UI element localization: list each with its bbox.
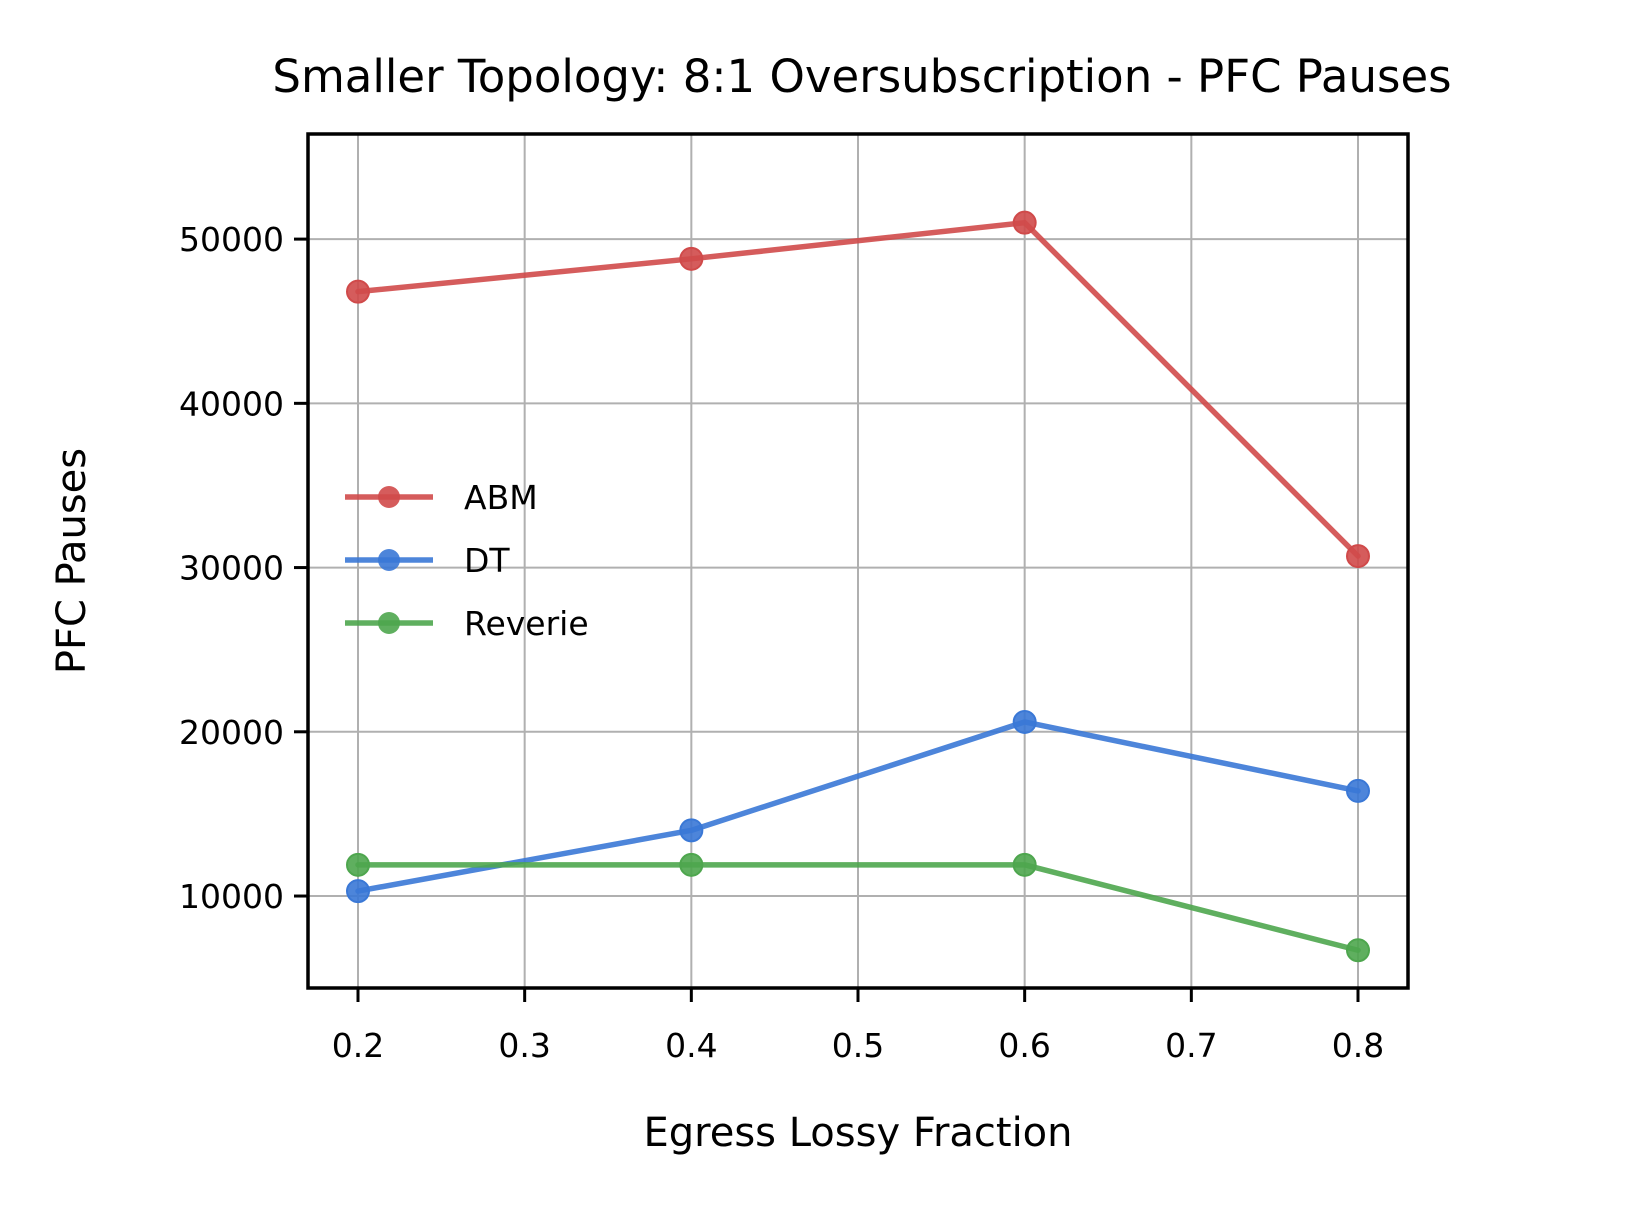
y-tick-label: 40000 <box>179 384 284 423</box>
legend-entry-dt: DT <box>345 541 510 580</box>
legend-label: Reverie <box>464 604 589 643</box>
data-point-reverie <box>346 852 370 877</box>
series-line-reverie <box>355 862 1361 953</box>
y-axis: 10000 20000 30000 40000 50000 <box>179 220 308 916</box>
y-tick-label: 20000 <box>179 713 284 752</box>
x-tick-label: 0.8 <box>1332 1026 1384 1065</box>
x-tick-label: 0.5 <box>832 1026 884 1065</box>
y-axis-label: PFC Pauses <box>49 448 95 674</box>
legend-entry-abm: ABM <box>345 478 538 517</box>
series-reverie <box>346 852 1370 963</box>
series-line-dt <box>355 719 1361 894</box>
data-point-reverie <box>1346 938 1370 963</box>
legend-marker <box>378 612 400 634</box>
data-point-dt <box>346 879 370 904</box>
x-tick-label: 0.4 <box>665 1026 717 1065</box>
x-tick-label: 0.2 <box>332 1026 384 1065</box>
legend-label: ABM <box>464 478 538 517</box>
data-point-dt <box>1346 778 1370 803</box>
x-axis: 0.2 0.3 0.4 0.5 0.6 0.7 0.8 <box>332 988 1384 1065</box>
x-tick-label: 0.3 <box>498 1026 550 1065</box>
series-abm <box>346 210 1370 569</box>
data-point-abm <box>679 246 704 271</box>
legend-marker <box>378 486 400 508</box>
legend-label: DT <box>464 541 510 580</box>
y-tick-label: 50000 <box>179 220 284 259</box>
y-tick-label: 30000 <box>179 549 284 588</box>
series-dt <box>346 709 1370 904</box>
data-point-abm <box>346 279 370 304</box>
series-layer <box>346 210 1370 963</box>
data-point-dt <box>679 818 704 843</box>
legend-entry-reverie: Reverie <box>345 604 589 643</box>
data-point-abm <box>1012 210 1037 235</box>
data-point-reverie <box>679 852 704 877</box>
x-axis-label: Egress Lossy Fraction <box>643 1110 1072 1156</box>
series-line-abm <box>355 219 1361 559</box>
data-point-dt <box>1012 709 1037 734</box>
data-point-reverie <box>1012 852 1037 877</box>
chart-title: Smaller Topology: 8:1 Oversubscription -… <box>272 50 1451 103</box>
legend: ABM DT Reverie <box>345 478 589 643</box>
x-tick-label: 0.7 <box>1165 1026 1217 1065</box>
y-tick-label: 10000 <box>179 877 284 916</box>
data-point-abm <box>1346 544 1370 569</box>
legend-marker <box>378 549 400 571</box>
x-tick-label: 0.6 <box>998 1026 1050 1065</box>
